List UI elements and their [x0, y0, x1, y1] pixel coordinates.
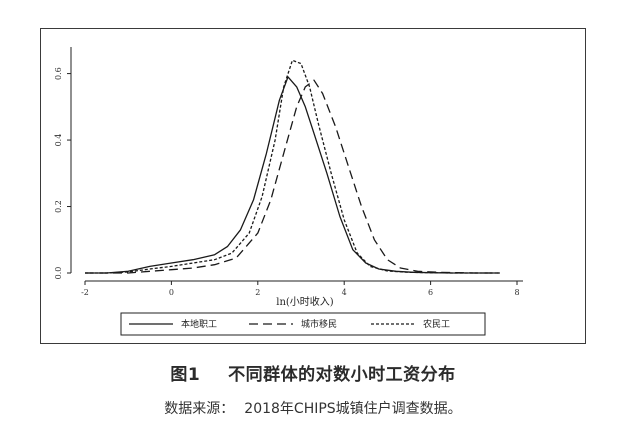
series-lines	[85, 59, 500, 274]
x-tick-label: 8	[514, 288, 519, 297]
y-tick-label: 0.6	[54, 67, 63, 80]
legend-label-1: 本地职工	[181, 318, 217, 330]
x-tick-label: -2	[81, 288, 89, 297]
legend-label-3: 农民工	[423, 318, 450, 330]
x-tick-label: 6	[428, 288, 433, 297]
legend-box	[120, 312, 486, 336]
series-line-2	[85, 79, 500, 274]
legend-label-2: 城市移民	[301, 318, 337, 330]
x-tick-group: -2 0 2 4 6 8	[81, 281, 520, 297]
legend: 本地职工 城市移民 农民工	[120, 312, 486, 336]
figure-frame: -2 0 2 4 6 8 0.0 0.2 0.4 0.6 ln(小时收入) 本地职工 城市移民 农民…	[40, 28, 586, 344]
x-tick-label: 0	[169, 288, 174, 297]
figure-title: 不同群体的对数小时工资分布	[228, 365, 456, 385]
y-tick-label: 0.4	[54, 134, 63, 147]
x-axis-title: ln(小时收入)	[276, 295, 334, 308]
y-tick-label: 0.0	[54, 267, 63, 280]
figure-source-note: 数据来源： 2018年CHIPS城镇住户调查数据。	[0, 398, 626, 418]
series-line-3	[85, 59, 500, 274]
x-tick-label: 2	[255, 288, 260, 297]
y-tick-label: 0.2	[54, 200, 63, 213]
y-tick-group: 0.0 0.2 0.4 0.6	[54, 67, 71, 279]
figure-number: 图1	[170, 365, 201, 385]
legend-items: 本地职工 城市移民 农民工	[129, 318, 450, 330]
source-label: 数据来源：	[164, 401, 235, 417]
source-text: 2018年CHIPS城镇住户调查数据。	[244, 401, 462, 417]
figure-caption-title: 图1 不同群体的对数小时工资分布	[0, 360, 626, 385]
series-line-1	[85, 76, 500, 274]
density-chart: -2 0 2 4 6 8 0.0 0.2 0.4 0.6 ln(小时收入) 本地职工 城市移民 农民…	[54, 47, 523, 336]
plot-area: -2 0 2 4 6 8 0.0 0.2 0.4 0.6 ln(小时收入)	[54, 47, 523, 308]
x-tick-label: 4	[342, 288, 347, 297]
